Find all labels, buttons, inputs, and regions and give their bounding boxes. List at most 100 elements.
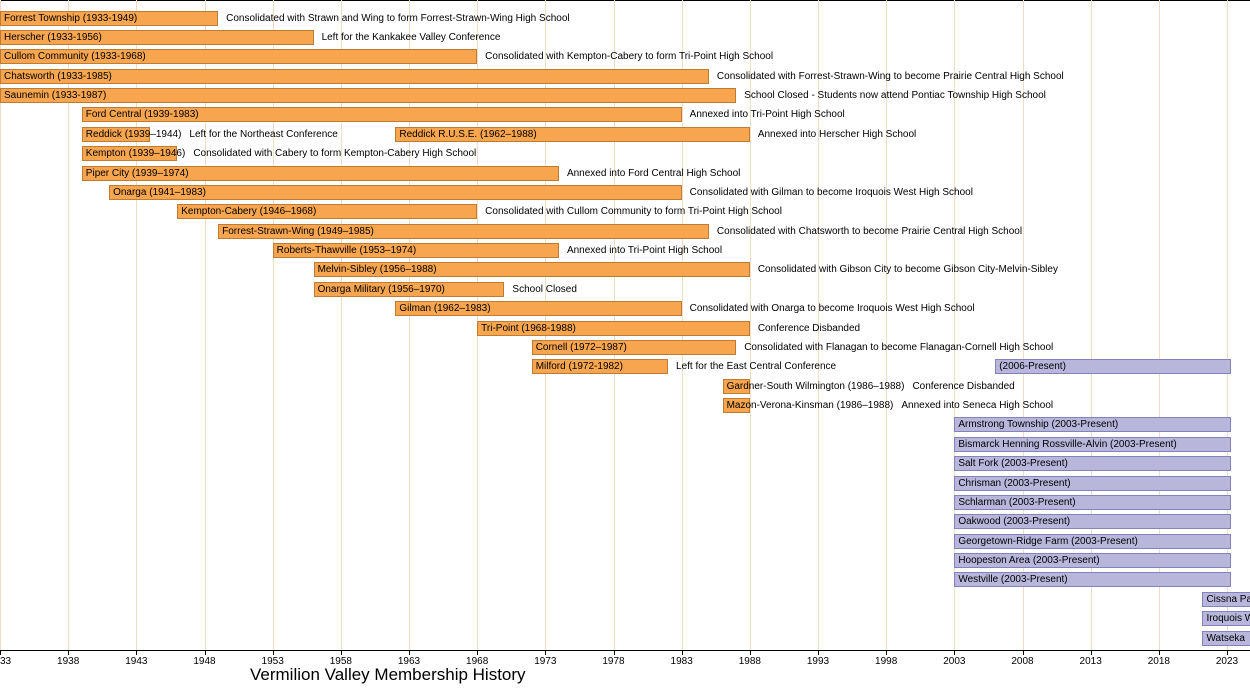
timeline-bar: (2006-Present) <box>995 359 1232 375</box>
timeline-bar: Cornell (1972–1987) <box>531 339 737 355</box>
gridline <box>0 0 1 650</box>
timeline-bar: Iroquois W <box>1202 611 1250 627</box>
bar-label: Hoopeston Area (2003-Present) <box>958 555 1100 566</box>
axis-tick-label: 1933 <box>0 656 12 667</box>
axis-tick-label: 1943 <box>125 656 148 667</box>
axis-tick <box>1022 650 1024 655</box>
timeline-bar: Westville (2003-Present) <box>954 572 1232 588</box>
axis-tick <box>1227 650 1228 655</box>
bar-annotation: Consolidated with Chatsworth to become P… <box>716 225 1023 237</box>
bar-label: Forrest Township (1933-1949) <box>4 12 138 24</box>
axis-tick <box>886 650 888 655</box>
axis-tick <box>818 650 819 655</box>
axis-tick-label: 1993 <box>806 656 830 667</box>
gridline <box>409 0 410 650</box>
bar-annotation: Consolidated with Gilman to become Iroqu… <box>689 186 973 198</box>
bar-label: Milford (1972-1982) <box>535 361 623 373</box>
timeline-bar: Herscher (1933-1956) <box>0 29 314 45</box>
axis-tick-label: 2013 <box>1079 656 1102 667</box>
bar-annotation: School Closed - Students now attend Pont… <box>744 90 1046 101</box>
axis-tick <box>409 650 410 655</box>
timeline-bar: Forrest-Strawn-Wing (1949–1985) <box>218 223 709 239</box>
gridline <box>68 0 70 650</box>
timeline-bar: Onarga Military (1956–1970) <box>313 281 505 297</box>
timeline-bar: Bismarck Henning Rossville-Alvin (2003-P… <box>954 436 1232 452</box>
axis-tick-label: 1953 <box>261 656 284 667</box>
axis-tick-label: 1938 <box>57 656 80 667</box>
bar-label: Piper City (1939–1974) <box>85 167 189 179</box>
timeline-bar: Chrisman (2003-Present) <box>954 475 1232 491</box>
gridline <box>340 0 342 650</box>
timeline-bar: Ford Central (1939-1983) <box>81 107 682 123</box>
bar-label: (2006-Present) <box>999 361 1066 373</box>
gridline <box>749 0 751 650</box>
bar-annotation: Annexed into Ford Central High School <box>566 167 741 179</box>
axis-tick <box>477 650 479 655</box>
bar-label: Chrisman (2003-Present) <box>958 477 1071 489</box>
bar-label: Oakwood (2003-Present) <box>958 516 1071 528</box>
bar-label: Roberts-Thawville (1953–1974) <box>276 245 417 256</box>
bar-label: Onarga (1941–1983) <box>113 186 206 198</box>
axis-tick <box>272 650 274 655</box>
bar-label: Westville (2003-Present) <box>958 574 1068 586</box>
gridline <box>1227 0 1228 650</box>
timeline-bar: Melvin-Sibley (1956–1988) <box>313 262 750 278</box>
axis-tick-label: 2023 <box>1215 656 1239 667</box>
gridline <box>204 0 206 650</box>
bar-label: Mazon-Verona-Kinsman (1986–1988) <box>726 400 894 411</box>
bar-annotation: Consolidated with Onarga to become Iroqu… <box>689 303 975 315</box>
bar-label: Forrest-Strawn-Wing (1949–1985) <box>222 225 374 237</box>
axis-tick <box>749 650 751 655</box>
bar-label: Iroquois W <box>1206 613 1250 625</box>
gridline <box>886 0 888 650</box>
x-axis-line <box>0 650 1250 651</box>
timeline-bar: Mazon-Verona-Kinsman (1986–1988) <box>722 398 893 413</box>
bar-annotation: Annexed into Seneca High School <box>901 400 1054 411</box>
bar-label: Reddick (1939–1944) <box>85 128 182 140</box>
axis-tick-label: 1998 <box>875 656 898 667</box>
bar-label: Georgetown-Ridge Farm (2003-Present) <box>958 535 1138 547</box>
timeline-bar: Georgetown-Ridge Farm (2003-Present) <box>954 533 1232 549</box>
timeline-bar: Schlarman (2003-Present) <box>954 494 1232 510</box>
gridline <box>1158 0 1160 650</box>
axis-tick <box>681 650 683 655</box>
axis-tick-label: 1968 <box>466 656 489 667</box>
bar-label: Armstrong Township (2003-Present) <box>958 419 1119 431</box>
timeline-bar: Roberts-Thawville (1953–1974) <box>272 243 559 258</box>
bar-annotation: Annexed into Tri-Point High School <box>689 109 845 121</box>
timeline-bar: Hoopeston Area (2003-Present) <box>954 553 1232 568</box>
axis-tick-label: 1963 <box>397 656 421 667</box>
bar-annotation: Left for the Northeast Conference <box>189 128 338 140</box>
timeline-bar: Reddick R.U.S.E. (1962–1988) <box>395 126 750 142</box>
axis-tick-label: 1983 <box>670 656 693 667</box>
timeline-bar: Saunemin (1933-1987) <box>0 88 737 103</box>
timeline-bar: Forrest Township (1933-1949) <box>0 10 219 26</box>
bar-annotation: Consolidated with Cullom Community to fo… <box>485 206 782 218</box>
bar-label: Cissna Pa <box>1206 593 1250 605</box>
bar-label: Kempton (1939–1946) <box>85 148 186 160</box>
bar-label: Reddick R.U.S.E. (1962–1988) <box>399 128 537 140</box>
timeline-bar: Reddick (1939–1944) <box>81 126 181 142</box>
bar-label: Herscher (1933-1956) <box>4 31 102 43</box>
bar-annotation: Consolidated with Flanagan to become Fla… <box>744 341 1054 353</box>
bar-label: Gardner-South Wilmington (1986–1988) <box>726 380 905 392</box>
timeline-bar: Milford (1972-1982) <box>531 359 669 375</box>
bar-label: Tri-Point (1968-1988) <box>481 322 576 334</box>
bar-annotation: Consolidated with Kempton-Cabery to form… <box>485 51 774 63</box>
timeline-bar: Gardner-South Wilmington (1986–1988) <box>722 378 904 394</box>
bar-annotation: Annexed into Herscher High School <box>757 128 917 140</box>
bar-label: Gilman (1962–1983) <box>399 303 491 315</box>
bar-label: Chatsworth (1933-1985) <box>4 70 112 82</box>
timeline-bar: Salt Fork (2003-Present) <box>954 456 1232 472</box>
axis-tick-label: 2008 <box>1011 656 1034 667</box>
axis-tick-label: 1958 <box>329 656 352 667</box>
bar-label: Cullom Community (1933-1968) <box>4 51 146 63</box>
timeline-bar: Kempton (1939–1946) <box>81 146 185 162</box>
timeline-bar: Kempton-Cabery (1946–1968) <box>177 204 478 220</box>
axis-tick-label: 1973 <box>534 656 557 667</box>
timeline-bar: Cissna Pa <box>1202 591 1250 607</box>
axis-tick <box>204 650 206 655</box>
bar-annotation: School Closed <box>512 283 577 295</box>
bar-annotation: Consolidated with Gibson City to become … <box>757 264 1058 276</box>
bar-label: Saunemin (1933-1987) <box>4 90 107 101</box>
